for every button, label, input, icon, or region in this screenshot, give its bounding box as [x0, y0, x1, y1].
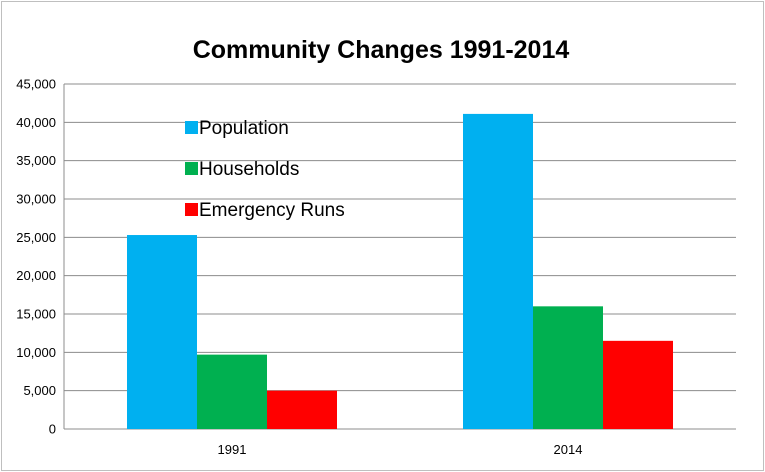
legend-label: Households: [199, 159, 299, 180]
bar-emergency-runs-1991: [267, 390, 337, 429]
legend-swatch: [185, 203, 198, 216]
bar-emergency-runs-2014: [603, 340, 673, 429]
bar-population-2014: [463, 113, 533, 430]
y-tick-label: 20,000: [16, 268, 56, 283]
y-tick-label: 30,000: [16, 192, 56, 207]
x-axis-ticks: 1991 2014: [218, 442, 583, 457]
y-tick-label: 40,000: [16, 115, 56, 130]
bars: [127, 113, 673, 430]
y-tick-label: 25,000: [16, 230, 56, 245]
y-axis-ticks: 0 5,000 10,000 15,000 20,000 25,000 30,000 35,0…: [16, 77, 56, 437]
legend-swatch: [185, 121, 198, 134]
y-tick-label: 15,000: [16, 307, 56, 322]
y-tick-label: 5,000: [23, 383, 56, 398]
bar-households-2014: [533, 306, 603, 429]
x-tick-label: 2014: [554, 442, 583, 457]
x-tick-label: 1991: [218, 442, 247, 457]
legend: Population Households Emergency Runs: [185, 118, 345, 221]
legend-swatch: [185, 162, 198, 175]
bar-households-1991: [197, 354, 267, 429]
y-tick-label: 45,000: [16, 77, 56, 92]
legend-label: Population: [199, 118, 289, 139]
bar-population-1991: [127, 235, 197, 429]
chart-title: Community Changes 1991-2014: [193, 36, 570, 64]
y-tick-label: 10,000: [16, 345, 56, 360]
legend-label: Emergency Runs: [199, 200, 345, 221]
y-tick-label: 0: [49, 422, 56, 437]
y-tick-label: 35,000: [16, 153, 56, 168]
